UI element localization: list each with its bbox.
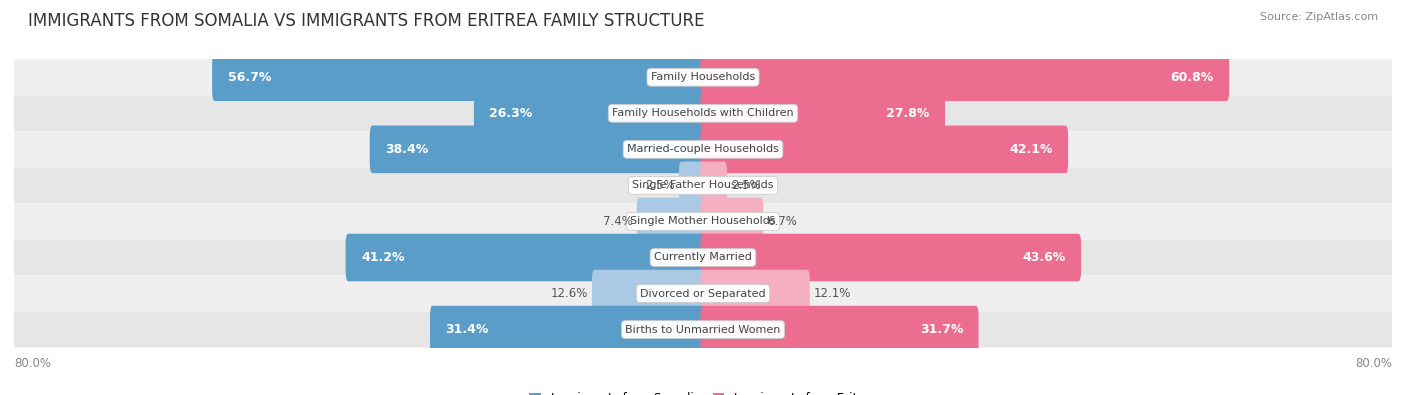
FancyBboxPatch shape [212, 53, 706, 101]
FancyBboxPatch shape [14, 203, 1392, 239]
FancyBboxPatch shape [700, 198, 763, 245]
FancyBboxPatch shape [14, 276, 1392, 312]
Text: Single Mother Households: Single Mother Households [630, 216, 776, 226]
Text: 60.8%: 60.8% [1170, 71, 1213, 84]
Text: 12.6%: 12.6% [550, 287, 588, 300]
FancyBboxPatch shape [700, 53, 1229, 101]
FancyBboxPatch shape [679, 162, 706, 209]
FancyBboxPatch shape [700, 126, 1069, 173]
FancyBboxPatch shape [474, 90, 706, 137]
FancyBboxPatch shape [14, 167, 1392, 203]
Text: Single Father Households: Single Father Households [633, 181, 773, 190]
Text: 38.4%: 38.4% [385, 143, 429, 156]
Text: Divorced or Separated: Divorced or Separated [640, 288, 766, 299]
Text: Family Households with Children: Family Households with Children [612, 108, 794, 118]
FancyBboxPatch shape [700, 306, 979, 354]
Text: 31.7%: 31.7% [920, 323, 963, 336]
FancyBboxPatch shape [637, 198, 706, 245]
FancyBboxPatch shape [14, 312, 1392, 348]
Text: 27.8%: 27.8% [886, 107, 929, 120]
Text: Married-couple Households: Married-couple Households [627, 144, 779, 154]
Text: Currently Married: Currently Married [654, 252, 752, 263]
Text: 42.1%: 42.1% [1010, 143, 1053, 156]
FancyBboxPatch shape [14, 95, 1392, 132]
FancyBboxPatch shape [14, 239, 1392, 276]
FancyBboxPatch shape [346, 234, 706, 281]
Text: 43.6%: 43.6% [1022, 251, 1066, 264]
Text: 6.7%: 6.7% [768, 215, 797, 228]
FancyBboxPatch shape [370, 126, 706, 173]
FancyBboxPatch shape [700, 270, 810, 317]
Legend: Immigrants from Somalia, Immigrants from Eritrea: Immigrants from Somalia, Immigrants from… [530, 392, 876, 395]
FancyBboxPatch shape [14, 59, 1392, 95]
Text: 41.2%: 41.2% [361, 251, 405, 264]
FancyBboxPatch shape [700, 234, 1081, 281]
Text: Births to Unmarried Women: Births to Unmarried Women [626, 325, 780, 335]
Text: IMMIGRANTS FROM SOMALIA VS IMMIGRANTS FROM ERITREA FAMILY STRUCTURE: IMMIGRANTS FROM SOMALIA VS IMMIGRANTS FR… [28, 12, 704, 30]
FancyBboxPatch shape [592, 270, 706, 317]
Text: 2.5%: 2.5% [645, 179, 675, 192]
Text: 12.1%: 12.1% [814, 287, 852, 300]
Text: 2.5%: 2.5% [731, 179, 761, 192]
FancyBboxPatch shape [700, 90, 945, 137]
FancyBboxPatch shape [430, 306, 706, 354]
Text: 31.4%: 31.4% [446, 323, 489, 336]
FancyBboxPatch shape [14, 132, 1392, 167]
Text: Source: ZipAtlas.com: Source: ZipAtlas.com [1260, 12, 1378, 22]
Text: 7.4%: 7.4% [603, 215, 633, 228]
Text: 80.0%: 80.0% [14, 357, 51, 370]
Text: 26.3%: 26.3% [489, 107, 533, 120]
Text: 80.0%: 80.0% [1355, 357, 1392, 370]
FancyBboxPatch shape [700, 162, 727, 209]
Text: Family Households: Family Households [651, 72, 755, 82]
Text: 56.7%: 56.7% [228, 71, 271, 84]
